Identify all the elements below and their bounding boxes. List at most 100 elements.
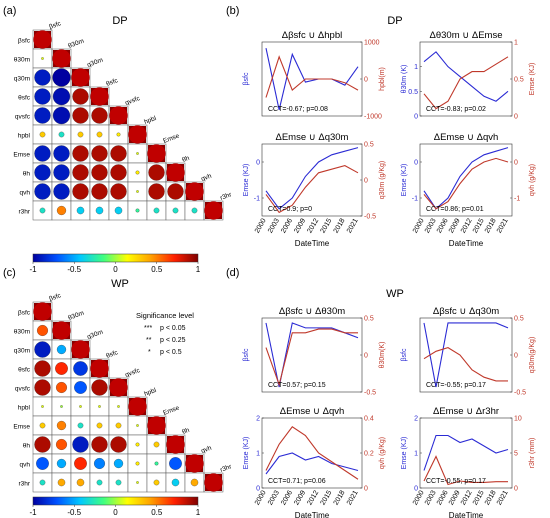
right-tick-label: 0.5 — [514, 316, 524, 323]
matrix-bubble — [34, 341, 51, 358]
right-axis-label: q30m(g/Kg) — [529, 337, 536, 374]
right-tick-label: 10 — [514, 416, 522, 423]
plot-title: Δβsfc ∪ Δθ30m — [279, 306, 345, 317]
matrix-bubble — [72, 88, 89, 105]
right-tick-label: -0.5 — [364, 390, 376, 397]
x-tick-label: 2012 — [306, 489, 320, 506]
matrix-bubble — [204, 473, 223, 492]
x-tick-label: 2015 — [320, 217, 334, 234]
right-tick-label: 0 — [364, 486, 368, 493]
right-tick-label: -0.5 — [364, 214, 376, 221]
plot-frame — [419, 317, 513, 393]
matrix-bubble — [148, 183, 165, 200]
matrix-bubble — [53, 183, 70, 200]
matrix-bubble — [53, 164, 70, 181]
left-tick-label: -1 — [254, 196, 260, 203]
left-tick-label: 2 — [256, 416, 260, 423]
matrix-bubble — [185, 454, 204, 473]
series-left-line — [423, 51, 509, 102]
panel-a-title: DP — [112, 15, 127, 27]
x-tick-label: 2006 — [280, 489, 294, 506]
panel-b-title: DP — [387, 15, 402, 27]
matrix-bubble — [58, 131, 65, 138]
matrix-diag-label: q30m — [86, 57, 104, 69]
matrix-bubble — [110, 145, 127, 162]
left-axis-label: Emse (KJ) — [401, 437, 408, 470]
matrix-bubble — [36, 324, 49, 337]
panel-d-title: WP — [386, 288, 404, 300]
matrix-bubble — [191, 207, 198, 214]
right-tick-label: 0.2 — [364, 451, 374, 458]
matrix-bubble — [166, 163, 185, 182]
matrix-bubble — [34, 360, 51, 377]
x-tick-label: 2021 — [496, 217, 510, 234]
x-tick-label: 2018 — [333, 217, 347, 234]
right-axis-label: qvh (g/Kg) — [529, 164, 536, 196]
matrix-bubble — [41, 405, 44, 408]
plot-title: Δβsfc ∪ Δq30m — [433, 306, 499, 317]
matrix-row-label: θh — [23, 170, 31, 177]
matrix-bubble — [115, 479, 122, 486]
matrix-bubble — [204, 201, 223, 220]
plot-annotation: CCT=-0.55; p=0.17 — [426, 382, 486, 389]
right-tick-label: 0.4 — [364, 416, 374, 423]
matrix-bubble — [55, 362, 68, 375]
left-tick-label: 0 — [414, 114, 418, 121]
matrix-bubble — [77, 422, 84, 429]
matrix-bubble — [91, 183, 108, 200]
series-right-line — [265, 55, 359, 98]
matrix-bubble — [148, 164, 165, 181]
left-axis-label: Emse (KJ) — [401, 164, 408, 197]
matrix-bubble — [153, 207, 160, 214]
significance-sym-3: * — [148, 349, 151, 356]
right-tick-label: 0 — [514, 353, 518, 360]
series-right-line — [265, 165, 359, 214]
x-tick-label: 2012 — [306, 217, 320, 234]
matrix-diag-label: r3hr — [219, 463, 233, 474]
matrix-bubble — [128, 397, 147, 416]
matrix-bubble — [128, 125, 147, 144]
matrix-diag-label: qvsfc — [124, 367, 141, 379]
matrix-bubble — [74, 381, 87, 394]
right-axis-label: hpbl(m) — [379, 67, 386, 91]
matrix-bubble — [56, 205, 67, 216]
x-tick-label: 2003 — [267, 217, 281, 234]
panel-letter-d: (d) — [226, 267, 239, 279]
matrix-row-label: θsfc — [18, 94, 31, 101]
right-tick-label: 0.5 — [364, 316, 374, 323]
matrix-row-label: θh — [23, 442, 31, 449]
matrix-bubble — [110, 436, 127, 453]
matrix-bubble — [147, 144, 166, 163]
matrix-bubble — [93, 457, 106, 470]
x-tick-label: 2021 — [496, 489, 510, 506]
plot-annotation: CCT=-0.67; p=0.08 — [268, 106, 328, 113]
left-tick-label: 1 — [414, 451, 418, 458]
matrix-row-label: q30m — [14, 347, 30, 354]
matrix-bubble — [98, 405, 101, 408]
matrix-bubble — [185, 182, 204, 201]
plot-title: ΔEmse ∪ Δqvh — [434, 132, 499, 143]
x-axis-label: DateTime — [449, 511, 484, 518]
matrix-bubble — [167, 183, 184, 200]
matrix-bubble — [117, 405, 120, 408]
significance-sym-1: *** — [144, 325, 152, 332]
series-left-line — [265, 452, 359, 475]
matrix-bubble — [55, 438, 68, 451]
plot-annotation: CCT=0.57; p=0.15 — [268, 382, 326, 389]
right-axis-label: Emse (KJ) — [529, 63, 536, 96]
right-axis-label: θ30m(K) — [379, 342, 386, 369]
matrix-row-label: hpbl — [18, 132, 31, 139]
matrix-bubble — [56, 344, 67, 355]
colorbar-tick-label: 1 — [196, 265, 201, 274]
matrix-bubble — [136, 424, 139, 427]
significance-legend: Significance level *** p < 0.05 ** p < 0… — [136, 311, 194, 356]
series-right-line — [423, 56, 509, 110]
matrix-bubble — [53, 145, 70, 162]
x-axis-label: DateTime — [449, 239, 484, 248]
plot-annotation: CCT=-0.55; p=0.17 — [426, 478, 486, 485]
matrix-bubble — [55, 381, 68, 394]
matrix-bubble — [33, 302, 52, 321]
left-tick-label: 0 — [414, 486, 418, 493]
matrix-bubble — [52, 87, 71, 106]
